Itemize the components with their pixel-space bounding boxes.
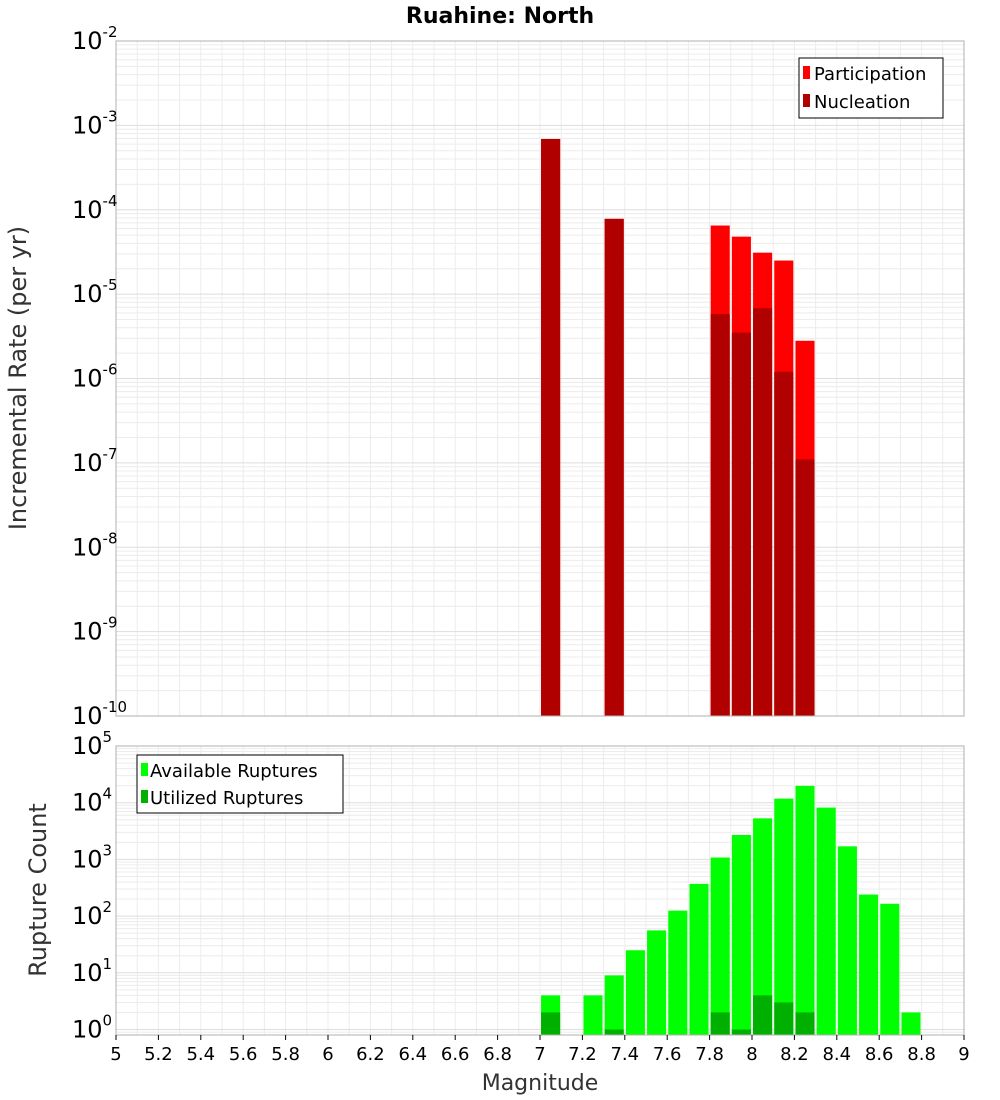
- legend-swatch-available: [141, 763, 148, 776]
- top-bar-nucleation: [774, 371, 794, 716]
- legend-label-participation: Participation: [814, 64, 926, 85]
- bottom-bar-available-ruptures: [583, 995, 603, 1035]
- bottom-legend: Available Ruptures Utilized Ruptures: [136, 754, 344, 814]
- x-tick-label: 6: [322, 1044, 333, 1065]
- bottom-y-tick-label: 101: [72, 955, 112, 987]
- bottom-y-tick-label: 104: [72, 785, 112, 817]
- bottom-bar-utilized-ruptures: [753, 995, 773, 1035]
- bottom-bar-available-ruptures: [625, 950, 645, 1035]
- x-ticks: 5 5.2 5.4 5.6 5.8 6 6.2 6.4 6.6 6.8 7 7.2 7.4 7.6 7.8 8…: [110, 1035, 970, 1065]
- bottom-panel: 100 101 102 103 104 105 5 5.2 5.4 5.6 5.8 6 6.2 6.4 6…: [24, 728, 970, 1096]
- top-y-tick-label: 10-2: [72, 23, 118, 55]
- x-tick-label: 6.4: [398, 1044, 427, 1065]
- x-tick-label: 8.6: [865, 1044, 894, 1065]
- legend-swatch-nucleation: [803, 94, 810, 107]
- x-tick-label: 5: [110, 1044, 121, 1065]
- bottom-bar-utilized-ruptures: [731, 1029, 751, 1035]
- bottom-bar-available-ruptures: [710, 857, 730, 1035]
- x-tick-label: 7.8: [695, 1044, 724, 1065]
- x-tick-label: 6.6: [441, 1044, 470, 1065]
- bottom-bar-available-ruptures: [795, 785, 815, 1035]
- bottom-y-tick-label: 105: [72, 728, 112, 760]
- bottom-bar-available-ruptures: [689, 883, 709, 1035]
- top-panel: 10-10 10-9 10-8 10-7 10-6 10-5 10-4 10-3 10-2 In…: [4, 23, 965, 730]
- x-tick-label: 7: [534, 1044, 545, 1065]
- bottom-bar-available-ruptures: [901, 1012, 921, 1035]
- x-tick-label: 8.4: [822, 1044, 851, 1065]
- top-bar-nucleation: [604, 218, 624, 716]
- bottom-bar-available-ruptures: [731, 834, 751, 1035]
- bottom-bar-utilized-ruptures: [541, 1012, 561, 1035]
- top-y-tick-label: 10-6: [72, 361, 118, 393]
- x-tick-label: 6.8: [483, 1044, 512, 1065]
- top-bar-nucleation: [795, 459, 815, 716]
- x-tick-label: 7.2: [568, 1044, 597, 1065]
- legend-label-nucleation: Nucleation: [814, 92, 910, 113]
- bottom-bar-available-ruptures: [880, 903, 900, 1035]
- x-axis-label: Magnitude: [482, 1071, 599, 1096]
- bottom-bar-available-ruptures: [774, 798, 794, 1035]
- top-bar-nucleation: [731, 332, 751, 716]
- top-y-tick-label: 10-4: [72, 192, 118, 224]
- legend-label-utilized: Utilized Ruptures: [150, 788, 303, 809]
- legend-swatch-participation: [803, 66, 810, 79]
- x-tick-label: 7.4: [610, 1044, 639, 1065]
- x-tick-label: 5.4: [186, 1044, 215, 1065]
- bottom-y-ticks: 100 101 102 103 104 105: [72, 728, 112, 1044]
- bottom-bar-available-ruptures: [816, 807, 836, 1035]
- x-tick-label: 7.6: [653, 1044, 682, 1065]
- top-grid: [115, 41, 965, 717]
- top-y-tick-label: 10-10: [72, 698, 127, 730]
- x-tick-label: 6.2: [356, 1044, 385, 1065]
- top-bar-nucleation: [710, 314, 730, 716]
- top-y-tick-label: 10-8: [72, 529, 118, 561]
- bottom-bar-utilized-ruptures: [774, 1002, 794, 1035]
- bottom-legend-box: [136, 754, 344, 814]
- top-bar-nucleation: [541, 138, 561, 716]
- x-tick-label: 5.2: [144, 1044, 173, 1065]
- legend-swatch-utilized: [141, 790, 148, 803]
- bottom-bar-utilized-ruptures: [604, 1029, 624, 1035]
- bottom-y-axis-label: Rupture Count: [24, 803, 52, 977]
- x-tick-label: 9: [958, 1044, 969, 1065]
- bottom-bar-available-ruptures: [647, 930, 667, 1035]
- top-y-tick-label: 10-9: [72, 614, 118, 646]
- top-plot-border: [115, 40, 965, 717]
- top-y-tick-label: 10-5: [72, 276, 118, 308]
- x-tick-label: 8.8: [907, 1044, 936, 1065]
- x-tick-label: 8.2: [780, 1044, 809, 1065]
- chart-title: Ruahine: North: [406, 4, 594, 29]
- bottom-bar-available-ruptures: [837, 846, 857, 1035]
- x-tick-label: 5.8: [271, 1044, 300, 1065]
- legend-label-available: Available Ruptures: [150, 761, 318, 782]
- x-tick-label: 5.6: [229, 1044, 258, 1065]
- top-y-ticks: 10-10 10-9 10-8 10-7 10-6 10-5 10-4 10-3 10-2: [72, 23, 127, 730]
- bottom-bar-available-ruptures: [753, 818, 773, 1035]
- top-legend: Participation Nucleation: [798, 57, 944, 119]
- bottom-bar-available-ruptures: [604, 975, 624, 1035]
- bottom-bars: [541, 785, 921, 1035]
- top-bar-nucleation: [753, 308, 773, 716]
- top-bars: [541, 138, 815, 716]
- bottom-bar-utilized-ruptures: [795, 1012, 815, 1035]
- bottom-y-tick-label: 102: [72, 898, 112, 930]
- bottom-bar-available-ruptures: [859, 894, 879, 1035]
- bottom-bar-available-ruptures: [668, 910, 688, 1035]
- bottom-y-tick-label: 100: [72, 1012, 112, 1044]
- bottom-bar-utilized-ruptures: [710, 1012, 730, 1035]
- top-y-axis-label: Incremental Rate (per yr): [4, 226, 32, 530]
- top-y-tick-label: 10-3: [72, 107, 118, 139]
- top-legend-box: [798, 57, 944, 119]
- bottom-y-tick-label: 103: [72, 841, 112, 873]
- x-tick-label: 8: [746, 1044, 757, 1065]
- top-y-tick-label: 10-7: [72, 445, 118, 477]
